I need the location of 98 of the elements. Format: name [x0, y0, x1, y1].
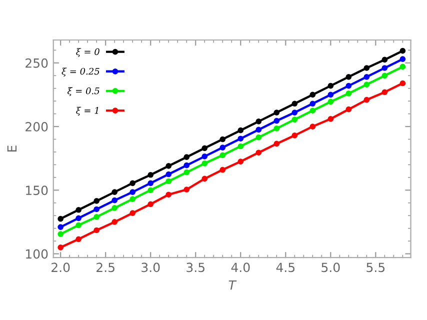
point — [238, 158, 244, 164]
point — [364, 65, 370, 71]
point — [112, 189, 118, 195]
point — [166, 163, 172, 169]
point — [58, 244, 64, 250]
point — [202, 154, 208, 160]
point — [382, 72, 388, 79]
point — [112, 205, 118, 211]
point — [94, 206, 100, 212]
point — [364, 74, 370, 80]
point — [310, 108, 316, 114]
point — [148, 201, 154, 208]
y-tick-label: 100 — [26, 249, 48, 259]
point — [58, 216, 64, 222]
point — [310, 124, 316, 130]
point — [148, 172, 154, 178]
point — [148, 187, 154, 194]
point — [292, 110, 298, 116]
point — [328, 92, 334, 98]
x-tick-label: 3.0 — [142, 262, 160, 272]
point — [76, 236, 82, 242]
point — [202, 176, 208, 182]
point — [400, 80, 406, 86]
legend-label: ξ = 0.25 — [62, 68, 100, 76]
point — [256, 134, 262, 140]
point — [364, 96, 370, 103]
x-tick-label: 2.0 — [52, 262, 70, 272]
point — [346, 82, 352, 89]
point — [274, 126, 280, 132]
point — [94, 198, 100, 204]
point — [202, 145, 208, 152]
point — [130, 180, 136, 186]
point — [58, 224, 64, 230]
point — [310, 92, 316, 98]
x-tick-label: 5.5 — [366, 262, 385, 272]
point — [400, 56, 406, 62]
point — [292, 116, 298, 122]
legend-label: ξ = 1 — [76, 106, 98, 116]
x-tick-label: 5.0 — [322, 262, 340, 272]
point — [184, 169, 190, 176]
point — [148, 180, 154, 186]
point — [346, 74, 352, 80]
point — [166, 192, 172, 198]
legend-label: ξ = 0.5 — [68, 87, 100, 96]
point — [238, 127, 244, 134]
point — [184, 186, 190, 192]
point — [130, 210, 136, 216]
point — [292, 132, 298, 138]
point — [220, 144, 226, 150]
point — [328, 98, 334, 105]
point — [76, 215, 82, 222]
x-tick-label: 4.5 — [276, 262, 294, 272]
point — [328, 116, 334, 122]
point — [274, 118, 280, 124]
point — [256, 126, 262, 133]
point — [184, 154, 190, 160]
y-tick-label: 250 — [26, 58, 48, 68]
point — [184, 162, 190, 168]
point — [94, 227, 100, 234]
point — [328, 82, 334, 89]
x-tick-label: 2.5 — [96, 262, 114, 272]
point — [166, 171, 172, 178]
x-tick-label: 4.0 — [231, 262, 250, 272]
point — [346, 106, 352, 112]
point — [130, 196, 136, 202]
point — [220, 152, 226, 158]
point — [166, 178, 172, 184]
point — [382, 89, 388, 96]
point — [256, 150, 262, 156]
point — [274, 110, 280, 116]
point — [346, 90, 352, 96]
y-tick-label: 200 — [26, 122, 48, 132]
point — [112, 219, 118, 225]
point — [220, 136, 226, 142]
point — [382, 56, 388, 63]
y-tick-label: 150 — [26, 186, 48, 196]
point — [292, 100, 298, 107]
point — [112, 197, 118, 204]
y-axis-title: E — [7, 146, 16, 152]
legend-label: ξ = 0 — [76, 48, 100, 57]
point — [274, 140, 280, 147]
point — [220, 166, 226, 173]
point — [238, 136, 244, 142]
x-tick-label: 3.5 — [186, 262, 204, 272]
point — [400, 48, 406, 54]
point — [238, 143, 244, 150]
point — [256, 118, 262, 124]
x-axis-title: T — [228, 280, 237, 290]
point — [94, 214, 100, 220]
point — [310, 100, 316, 107]
point — [130, 189, 136, 195]
point — [58, 231, 64, 237]
point — [364, 82, 370, 88]
point — [76, 206, 82, 213]
point — [202, 160, 208, 166]
point — [76, 222, 82, 228]
point — [382, 65, 388, 71]
point — [400, 64, 406, 70]
